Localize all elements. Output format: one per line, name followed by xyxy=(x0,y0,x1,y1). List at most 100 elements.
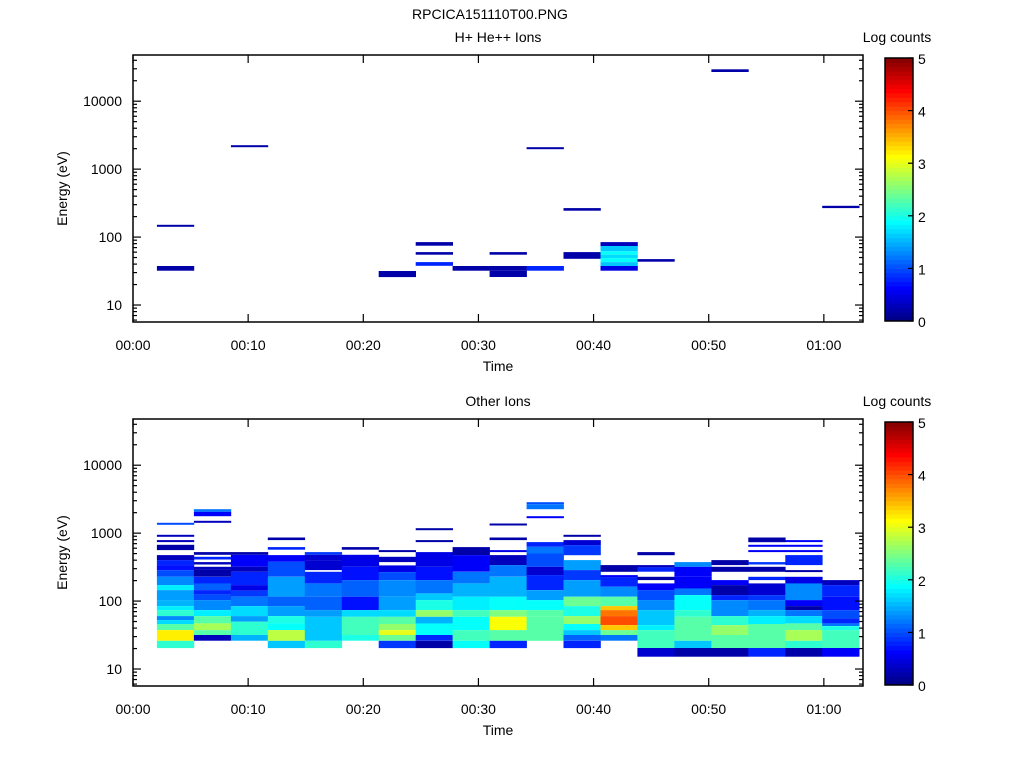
y-tick-label: 1000 xyxy=(91,525,122,541)
spectrogram-cell xyxy=(378,580,416,597)
spectrogram-cell xyxy=(489,616,527,631)
spectrogram-cell xyxy=(230,606,269,617)
spectrogram-cell xyxy=(822,610,860,619)
spectrogram-cell xyxy=(600,616,638,626)
spectrogram-cell xyxy=(304,583,343,597)
colorbar-swatch xyxy=(885,457,913,462)
spectrogram-cell xyxy=(563,635,601,641)
spectrogram-cell xyxy=(230,552,269,555)
colorbar-tick-label: 5 xyxy=(918,415,926,431)
colorbar-swatch xyxy=(885,171,913,177)
spectrogram-cell xyxy=(563,616,601,624)
spectrogram-cell xyxy=(785,540,823,543)
spectrogram-cell xyxy=(156,266,195,271)
spectrogram-cell xyxy=(785,630,823,641)
spectrogram-cell xyxy=(267,576,306,597)
colorbar-swatch xyxy=(885,505,913,511)
spectrogram-cell xyxy=(785,648,823,657)
colorbar-swatch xyxy=(885,62,913,68)
spectrogram-cell xyxy=(822,626,860,631)
spectrogram-cell xyxy=(267,606,306,617)
spectrogram-cell xyxy=(637,625,675,631)
spectrogram-cell xyxy=(785,610,823,617)
spectrogram-cell xyxy=(489,537,527,541)
colorbar-swatch xyxy=(885,250,913,256)
colorbar-swatch xyxy=(885,299,913,304)
colorbar-swatch xyxy=(885,610,913,616)
spectrogram-cell xyxy=(526,553,564,567)
colorbar-swatch xyxy=(885,562,913,568)
spectrogram-cell xyxy=(711,580,749,586)
spectrogram-cell xyxy=(489,555,527,566)
colorbar-swatch xyxy=(885,588,913,594)
colorbar-swatch xyxy=(885,584,913,589)
spectrogram-cell xyxy=(452,630,490,641)
spectrogram-cell xyxy=(489,630,527,641)
colorbar-tick-label: 0 xyxy=(918,314,926,330)
spectrogram-cell xyxy=(156,624,195,630)
spectrogram-cell xyxy=(156,585,195,591)
spectrogram-cell xyxy=(193,630,232,636)
spectrogram-cell xyxy=(748,595,786,601)
spectrogram-cell xyxy=(674,610,712,617)
spectrogram-cell xyxy=(489,523,527,526)
colorbar-swatch xyxy=(885,281,913,287)
spectrogram-cell xyxy=(415,623,453,635)
spectrogram-cell xyxy=(526,147,564,150)
colorbar-tick-label: 3 xyxy=(918,156,926,172)
spectrogram-cell xyxy=(193,600,232,611)
colorbar-swatch xyxy=(885,535,913,541)
spectrogram-cell xyxy=(748,610,786,617)
x-tick-label: 00:50 xyxy=(691,337,726,353)
colorbar-swatch xyxy=(885,439,913,445)
spectrogram-cell xyxy=(156,606,195,611)
spectrogram-cell xyxy=(193,569,232,577)
x-tick-label: 00:00 xyxy=(115,337,150,353)
spectrogram-cell xyxy=(600,577,638,587)
x-tick-label: 00:20 xyxy=(346,337,381,353)
colorbar-swatch xyxy=(885,553,913,559)
spectrogram-cell xyxy=(711,625,749,636)
spectrogram-cell xyxy=(156,540,195,543)
spectrogram-cell xyxy=(637,630,675,648)
spectrogram-cell xyxy=(785,576,823,584)
spectrogram-cell xyxy=(526,542,564,547)
spectrogram-cell xyxy=(304,616,343,641)
x-tick-label: 00:50 xyxy=(691,701,726,717)
spectrogram-cell xyxy=(452,610,490,617)
spectrogram-cell xyxy=(748,624,786,648)
spectrogram-cell xyxy=(711,616,749,626)
colorbar-swatch xyxy=(885,492,913,497)
spectrogram-cell xyxy=(526,575,564,590)
spectrogram-cell xyxy=(563,596,601,607)
spectrogram-cell xyxy=(156,620,195,624)
spectrogram-cell xyxy=(600,575,638,578)
spectrogram-cell xyxy=(452,547,490,556)
colorbar-swatch xyxy=(885,128,913,133)
colorbar-swatch xyxy=(885,448,913,454)
colorbar-swatch xyxy=(885,176,913,182)
colorbar-swatch xyxy=(885,483,913,489)
spectrogram-cell xyxy=(230,635,269,641)
colorbar-swatch xyxy=(885,180,913,186)
spectrogram-cell xyxy=(193,511,232,517)
colorbar-swatch xyxy=(885,579,913,585)
colorbar-tick-label: 0 xyxy=(918,678,926,694)
spectrogram-cell xyxy=(785,555,823,566)
spectrogram-cell xyxy=(156,590,195,601)
x-axis-label: Time xyxy=(483,722,514,738)
spectrogram-cell xyxy=(563,630,601,636)
spectrogram-cell xyxy=(822,648,860,657)
spectrogram-cell xyxy=(785,623,823,631)
spectrogram-cell xyxy=(230,571,269,586)
spectrogram-cell xyxy=(785,640,823,649)
spectrogram-cell xyxy=(193,576,232,584)
spectrogram-cell xyxy=(674,562,712,567)
spectrogram-cell xyxy=(230,596,269,607)
colorbar-swatch xyxy=(885,97,913,103)
spectrogram-cell xyxy=(526,590,564,601)
colorbar-swatch xyxy=(885,189,913,195)
spectrogram-cell xyxy=(378,630,416,636)
colorbar-swatch xyxy=(885,158,913,164)
